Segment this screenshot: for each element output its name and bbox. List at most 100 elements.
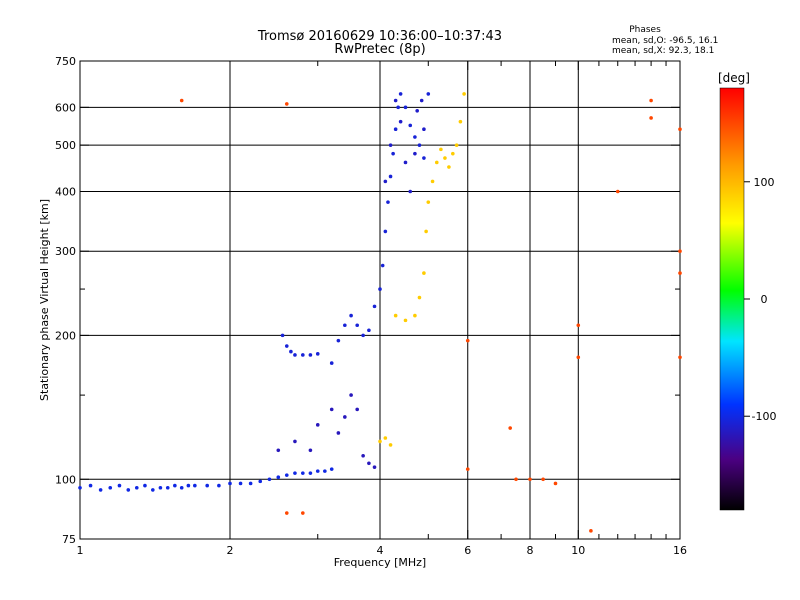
grid-lines [80, 61, 680, 539]
data-point [678, 127, 682, 131]
data-point [417, 295, 422, 300]
data-point [173, 483, 177, 488]
data-point [280, 333, 285, 338]
data-point [413, 135, 417, 139]
data-point [443, 156, 447, 160]
data-point [439, 147, 443, 152]
colorbar [719, 87, 745, 511]
data-point [293, 353, 297, 357]
data-point [336, 431, 341, 435]
data-point [388, 174, 393, 179]
data-point [193, 483, 197, 488]
data-point [238, 481, 243, 486]
data-point [415, 109, 419, 113]
data-point [151, 488, 155, 492]
data-point [430, 179, 435, 184]
data-point [329, 407, 334, 412]
y-tick-label: 500 [55, 139, 76, 152]
data-point [386, 200, 390, 204]
data-point [422, 271, 426, 275]
data-point [343, 415, 347, 419]
data-point [308, 448, 313, 453]
y-tick-label: 75 [62, 533, 76, 546]
data-point [576, 323, 581, 328]
data-point [393, 313, 398, 318]
data-point [451, 151, 455, 156]
data-point [372, 465, 377, 469]
data-point [284, 344, 289, 348]
data-point [126, 488, 131, 492]
data-point [413, 313, 417, 318]
data-point [349, 393, 353, 397]
data-point [378, 287, 382, 291]
data-point [403, 105, 408, 110]
data-point [301, 471, 305, 475]
data-point [458, 119, 463, 124]
data-point [378, 439, 382, 444]
y-tick-label: 400 [55, 185, 76, 198]
data-point [419, 98, 424, 103]
data-point [576, 355, 581, 360]
data-point [228, 481, 232, 486]
data-point [267, 477, 272, 482]
data-point [284, 102, 289, 106]
data-point [403, 318, 408, 323]
data-point [383, 229, 388, 234]
x-tick-label: 16 [673, 544, 687, 557]
data-point [398, 119, 403, 124]
data-point [143, 483, 147, 488]
colorbar-tick-label: 0 [761, 293, 768, 306]
y-tick-label: 300 [55, 245, 76, 258]
data-point [541, 477, 545, 482]
data-point [422, 127, 426, 131]
data-point [179, 98, 184, 103]
data-point [308, 471, 313, 475]
data-point [361, 453, 365, 458]
data-point [179, 485, 184, 490]
y-axis-label: Stationary phase Virtual Height [km] [38, 199, 51, 401]
data-point [293, 439, 297, 444]
data-point [422, 156, 426, 160]
data-point [678, 249, 682, 254]
chart-subtitle: RwPretec (8p) [334, 42, 425, 57]
data-point [336, 338, 341, 343]
x-tick-label: 10 [571, 544, 585, 557]
data-point [158, 485, 163, 490]
data-point [315, 423, 320, 427]
data-point [301, 511, 305, 515]
data-point [289, 349, 293, 354]
data-point [649, 98, 653, 103]
data-point [217, 483, 221, 488]
data-point [391, 151, 395, 156]
data-point [372, 304, 377, 309]
axis-ticks: 1 2 4 6 8 10 16 75 100 200 300 400 500 600 750 [55, 55, 687, 557]
data-point [134, 485, 139, 490]
data-point [447, 165, 451, 169]
data-point [367, 328, 371, 333]
data-point [315, 352, 320, 356]
x-tick-label: 6 [464, 544, 471, 557]
data-point [393, 127, 398, 131]
data-point [426, 92, 431, 96]
data-point [528, 477, 532, 482]
data-point [408, 123, 413, 128]
data-point [454, 143, 459, 147]
data-point [276, 475, 281, 480]
data-point [361, 333, 365, 338]
data-point [393, 98, 398, 103]
data-point [553, 481, 558, 486]
legend-line-o: mean, sd,O: -96.5, 16.1 [612, 36, 718, 46]
data-point [424, 229, 428, 234]
data-point [388, 443, 393, 447]
data-point [403, 160, 408, 165]
data-point [284, 473, 289, 477]
data-point [367, 461, 371, 466]
data-point [408, 189, 413, 194]
x-tick-label: 1 [77, 544, 84, 557]
data-point [343, 323, 347, 328]
data-point [88, 483, 93, 488]
data-point [383, 436, 388, 440]
y-tick-label: 200 [55, 329, 76, 342]
data-point [276, 448, 281, 453]
data-point [413, 151, 417, 156]
